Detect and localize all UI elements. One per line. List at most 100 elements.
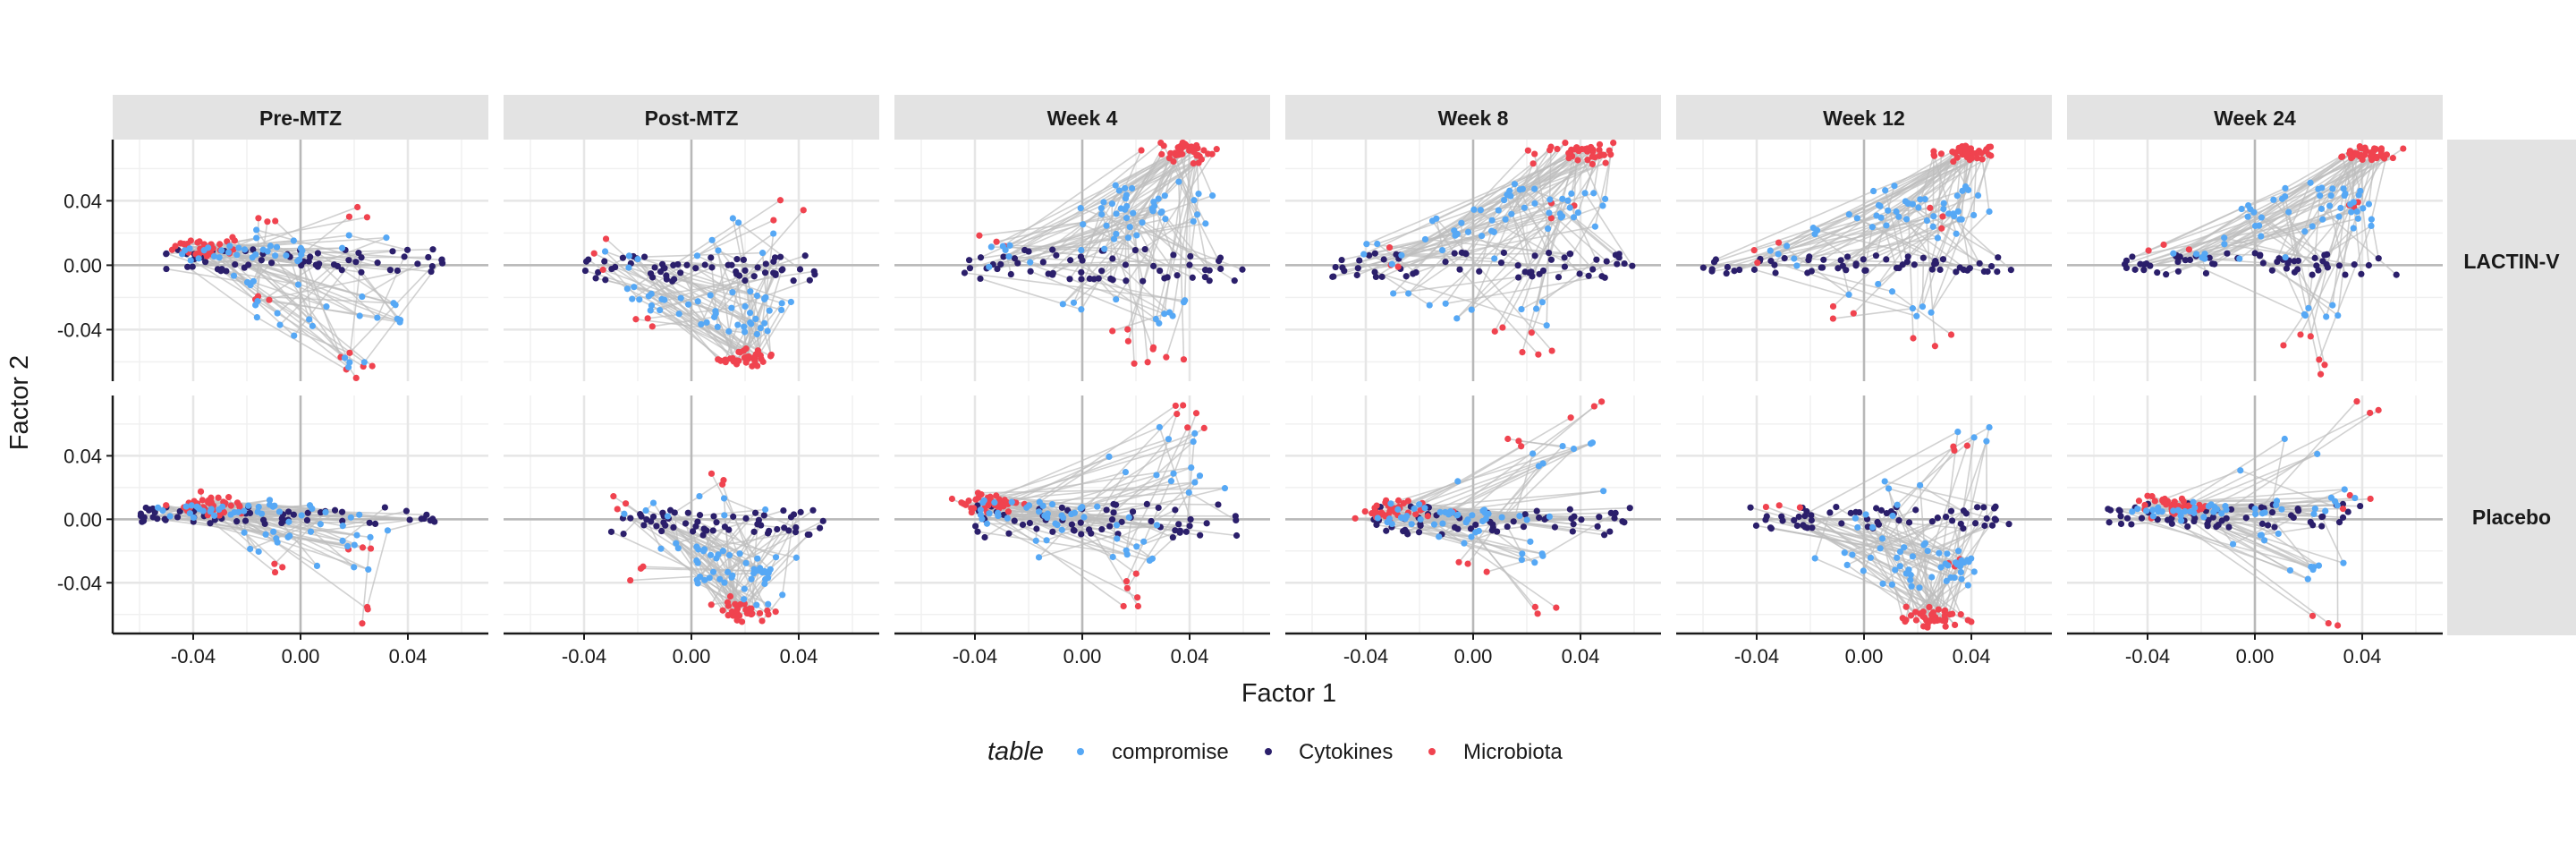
compromise-point (1530, 185, 1538, 192)
cytokines-point (1378, 273, 1385, 280)
cytokines-point (245, 261, 252, 268)
microbiota-point (2297, 331, 2304, 338)
link-line (2297, 489, 2345, 510)
cytokines-point (977, 254, 985, 261)
cytokines-point (1545, 249, 1553, 257)
microbiota-point (199, 497, 206, 504)
compromise-point (159, 507, 166, 515)
microbiota-point (1394, 497, 1402, 504)
compromise-point (734, 321, 741, 328)
cytokines-point (1215, 501, 1222, 508)
microbiota-point (1504, 435, 1512, 443)
cytokines-point (2163, 271, 2170, 278)
compromise-point (1970, 211, 1978, 219)
cytokines-point (1027, 268, 1034, 275)
cytokines-point (1500, 249, 1507, 257)
compromise-point (1123, 202, 1131, 210)
compromise-point (1113, 522, 1121, 529)
cytokines-point (741, 276, 749, 285)
compromise-point (1488, 217, 1496, 224)
compromise-point (2158, 508, 2165, 515)
compromise-point (649, 499, 657, 506)
link-line (616, 508, 679, 549)
compromise-point (1411, 505, 1418, 513)
compromise-point (273, 243, 281, 251)
cytokines-point (1614, 260, 1621, 268)
compromise-point (1153, 472, 1160, 479)
microbiota-point (215, 494, 222, 501)
cytokines-point (608, 265, 615, 273)
cytokines-point (694, 518, 701, 525)
cytokines-point (2123, 257, 2131, 264)
compromise-point (634, 256, 641, 263)
compromise-point (1058, 512, 1065, 519)
cytokines-point (2318, 523, 2326, 530)
microbiota-point (2321, 361, 2328, 369)
link-line (971, 432, 1196, 514)
link-line (1080, 162, 1194, 251)
compromise-point (346, 359, 353, 366)
cytokines-point (207, 520, 214, 527)
compromise-point (2368, 216, 2375, 223)
compromise-point (1954, 548, 1962, 555)
cytokines-point (1066, 276, 1073, 283)
compromise-point (1943, 577, 1950, 584)
compromise-point (1599, 202, 1606, 209)
compromise-point (719, 548, 727, 555)
cytokines-point (595, 268, 602, 276)
cytokines-point (1462, 250, 1469, 257)
link-line (1907, 152, 1955, 205)
microbiota-point (758, 355, 765, 362)
link-line (970, 426, 1160, 509)
microbiota-point (163, 502, 170, 509)
compromise-point (1590, 190, 1597, 197)
link-line (2296, 268, 2327, 318)
microbiota-point (1938, 225, 1945, 232)
compromise-point (979, 515, 986, 523)
microbiota-point (708, 470, 716, 477)
link-line (614, 266, 750, 324)
cytokines-point (1514, 262, 1521, 269)
compromise-point (2286, 566, 2294, 574)
compromise-point (715, 551, 722, 558)
compromise-point (1363, 241, 1370, 248)
microbiota-points (2145, 143, 2407, 378)
x-tick-label: 0.04 (1953, 645, 1991, 668)
microbiota-points (590, 197, 807, 370)
compromise-point (1954, 208, 1962, 215)
cytokines-point (1521, 268, 1529, 276)
cytokines-point (1049, 246, 1056, 253)
cytokines-point (1233, 516, 1240, 524)
microbiota-point (1951, 621, 1959, 629)
compromise-point (1115, 187, 1123, 194)
cytokines-point (1371, 250, 1378, 257)
link-line (1885, 147, 1960, 191)
link-line (1473, 149, 1551, 210)
compromise-point (1518, 305, 1525, 313)
compromise-point (1986, 208, 1993, 216)
compromise-point (1862, 511, 1869, 518)
cytokines-point (1380, 256, 1387, 263)
compromise-point (1498, 514, 1505, 521)
compromise-point (1433, 215, 1440, 222)
cytokines-point (161, 515, 168, 523)
compromise-point (1574, 209, 1581, 217)
compromise-point (1775, 251, 1782, 258)
cytokines-point (709, 527, 716, 534)
microbiota-point (800, 207, 807, 214)
cytokines-point (1551, 523, 1559, 531)
link-line (2320, 208, 2397, 276)
link-line (706, 530, 741, 555)
cytokines-point (1049, 269, 1056, 276)
cytokines-point (2184, 523, 2191, 530)
compromise-point (255, 548, 262, 556)
cytokines-point (250, 246, 257, 253)
cytokines-point (189, 263, 196, 270)
microbiota-point (1190, 160, 1197, 167)
cytokines-point (1217, 265, 1224, 273)
cytokines-point (290, 511, 297, 518)
compromise-point (235, 244, 242, 251)
microbiota-point (627, 576, 634, 584)
cytokines-point (176, 507, 183, 515)
link-line (2201, 152, 2353, 259)
